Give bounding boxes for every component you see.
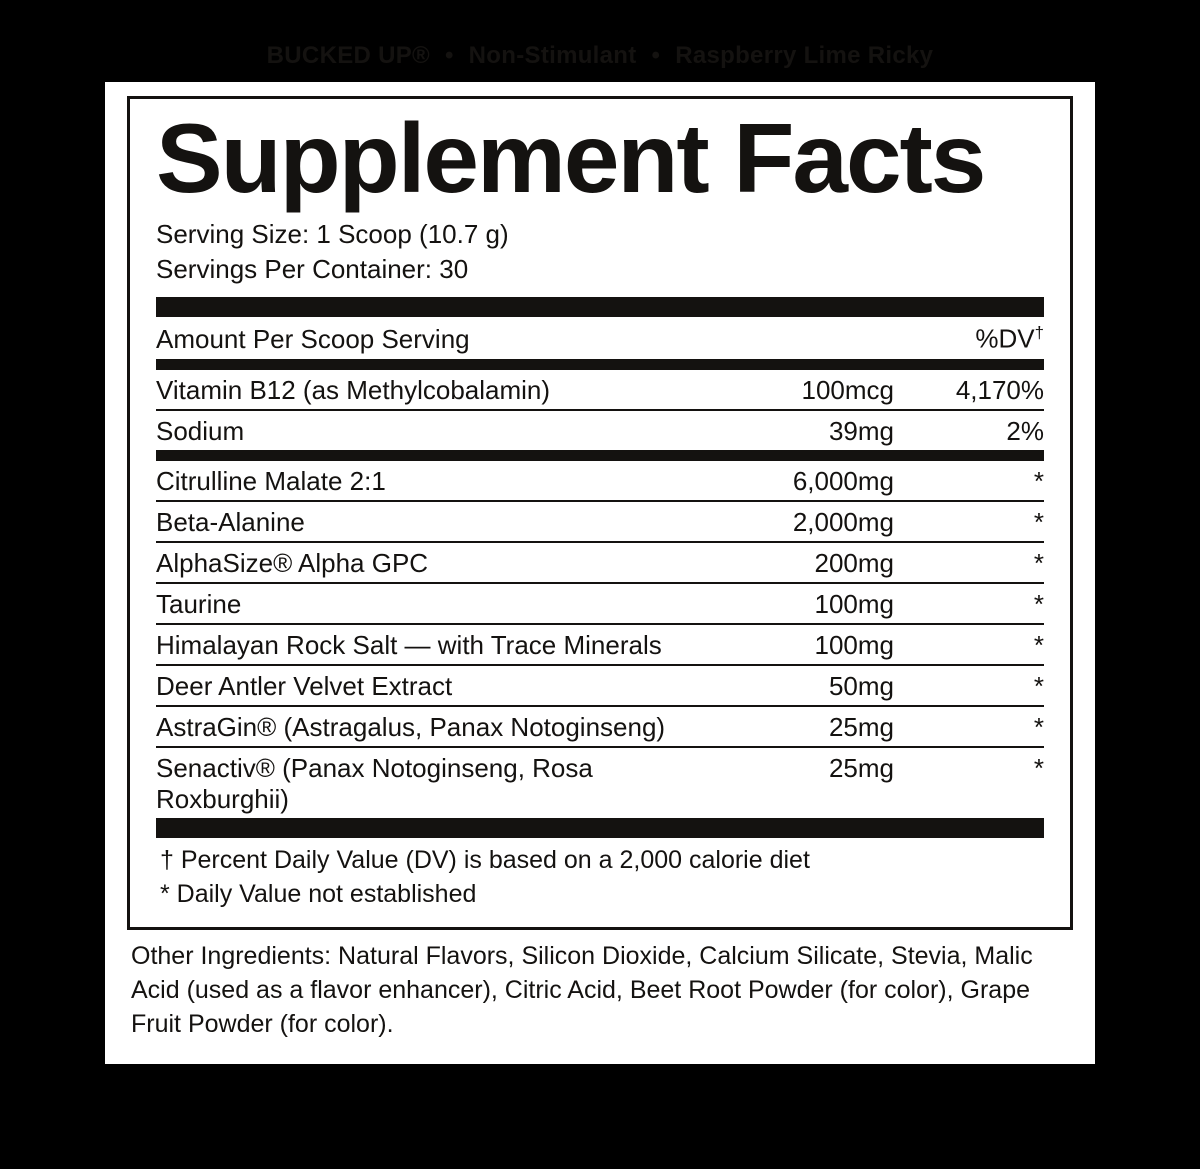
table-header-row: Amount Per Scoop Serving %DV† — [156, 317, 1044, 359]
nutrient-amount: 6,000mg — [724, 466, 894, 497]
panel-title: Supplement Facts — [156, 109, 1062, 207]
nutrient-dv: * — [894, 630, 1044, 661]
nutrient-row: Beta-Alanine2,000mg* — [156, 502, 1044, 543]
nutrient-dv: * — [894, 712, 1044, 743]
nutrient-row: Citrulline Malate 2:16,000mg* — [156, 461, 1044, 502]
panel-container: Supplement Facts Serving Size: 1 Scoop (… — [105, 82, 1095, 1064]
nutrient-amount: 39mg — [724, 416, 894, 447]
separator-dot: • — [445, 42, 454, 69]
nutrient-row: Taurine100mg* — [156, 584, 1044, 625]
nutrient-name: AlphaSize® Alpha GPC — [156, 548, 724, 579]
nutrient-row: Senactiv® (Panax Notoginseng, Rosa Roxbu… — [156, 748, 1044, 818]
divider-bar-med — [156, 359, 1044, 370]
divider-bar-med — [156, 450, 1044, 461]
nutrient-name: Deer Antler Velvet Extract — [156, 671, 724, 702]
nutrient-name: Himalayan Rock Salt — with Trace Mineral… — [156, 630, 724, 661]
nutrient-dv: * — [894, 466, 1044, 497]
nutrient-amount: 25mg — [724, 712, 894, 743]
flavor-text: Raspberry Lime Ricky — [675, 42, 933, 69]
nutrient-dv: 4,170% — [894, 375, 1044, 406]
nutrient-name: Citrulline Malate 2:1 — [156, 466, 724, 497]
nutrient-amount: 100mg — [724, 589, 894, 620]
nutrient-section-1: Vitamin B12 (as Methylcobalamin)100mcg4,… — [156, 370, 1044, 450]
nutrient-name: Beta-Alanine — [156, 507, 724, 538]
nutrient-dv: * — [894, 507, 1044, 538]
nutrient-name: AstraGin® (Astragalus, Panax Notoginseng… — [156, 712, 724, 743]
header-right: %DV† — [975, 323, 1044, 355]
nutrient-dv: * — [894, 589, 1044, 620]
footnote-dagger: † Percent Daily Value (DV) is based on a… — [160, 844, 1044, 878]
nutrient-amount: 2,000mg — [724, 507, 894, 538]
nutrient-name: Taurine — [156, 589, 724, 620]
nutrient-row: Sodium39mg2% — [156, 411, 1044, 450]
nutrient-row: Deer Antler Velvet Extract50mg* — [156, 666, 1044, 707]
nutrient-row: Himalayan Rock Salt — with Trace Mineral… — [156, 625, 1044, 666]
nutrient-amount: 25mg — [724, 753, 894, 784]
nutrient-row: Vitamin B12 (as Methylcobalamin)100mcg4,… — [156, 370, 1044, 411]
product-header: BUCKED UP® • Non-Stimulant • Raspberry L… — [267, 0, 934, 82]
nutrient-amount: 100mcg — [724, 375, 894, 406]
serving-size: Serving Size: 1 Scoop (10.7 g) — [156, 217, 1044, 252]
tag-text: Non-Stimulant — [469, 42, 637, 69]
footnote-asterisk: * Daily Value not established — [160, 878, 1044, 912]
nutrient-dv: * — [894, 548, 1044, 579]
footnotes: † Percent Daily Value (DV) is based on a… — [156, 838, 1044, 912]
divider-bar-thick — [156, 297, 1044, 317]
nutrient-dv: 2% — [894, 416, 1044, 447]
divider-bar-thick — [156, 818, 1044, 838]
nutrient-section-2: Citrulline Malate 2:16,000mg*Beta-Alanin… — [156, 461, 1044, 818]
separator-dot: • — [652, 42, 661, 69]
nutrient-dv: * — [894, 671, 1044, 702]
nutrient-amount: 50mg — [724, 671, 894, 702]
nutrient-row: AstraGin® (Astragalus, Panax Notoginseng… — [156, 707, 1044, 748]
nutrient-amount: 100mg — [724, 630, 894, 661]
nutrient-name: Senactiv® (Panax Notoginseng, Rosa Roxbu… — [156, 753, 724, 815]
supplement-facts-panel: Supplement Facts Serving Size: 1 Scoop (… — [127, 96, 1073, 930]
nutrient-dv: * — [894, 753, 1044, 784]
serving-info: Serving Size: 1 Scoop (10.7 g) Servings … — [156, 217, 1044, 287]
nutrient-row: AlphaSize® Alpha GPC200mg* — [156, 543, 1044, 584]
nutrient-name: Vitamin B12 (as Methylcobalamin) — [156, 375, 724, 406]
other-ingredients: Other Ingredients: Natural Flavors, Sili… — [127, 930, 1073, 1045]
header-left: Amount Per Scoop Serving — [156, 324, 975, 355]
nutrient-amount: 200mg — [724, 548, 894, 579]
servings-per-container: Servings Per Container: 30 — [156, 252, 1044, 287]
nutrient-name: Sodium — [156, 416, 724, 447]
brand-text: BUCKED UP® — [267, 42, 430, 69]
